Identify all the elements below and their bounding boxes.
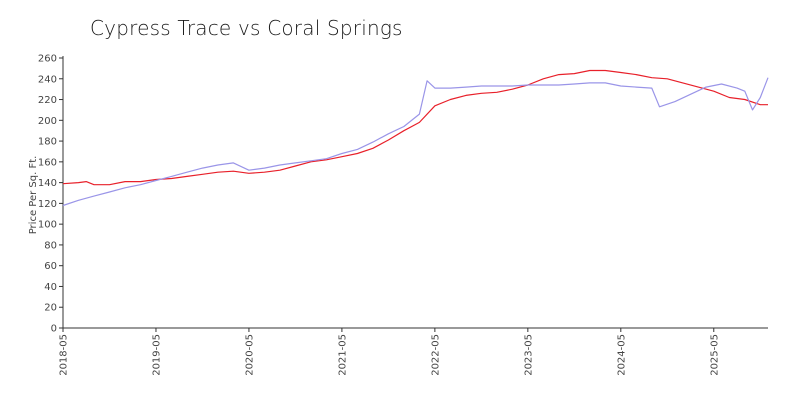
chart-title: Cypress Trace vs Coral Springs — [90, 16, 403, 40]
x-tick-label: 2019-05 — [151, 334, 162, 376]
y-tick-label: 180 — [38, 137, 57, 148]
y-tick-label: 0 — [51, 324, 57, 335]
y-tick-label: 160 — [38, 157, 57, 168]
y-axis-label: Price Per Sq. Ft. — [28, 156, 39, 235]
y-tick-label: 100 — [38, 220, 57, 231]
series-line-1 — [62, 69, 768, 186]
x-tick-label: 2023-05 — [523, 334, 534, 376]
y-tick-label: 60 — [44, 261, 57, 272]
y-tick-label: 260 — [38, 54, 57, 65]
x-tick-label: 2018-05 — [59, 334, 70, 376]
y-axis: 0 20 40 60 80 100 120 140 160 180 200 220 240 260 — [38, 54, 64, 335]
y-tick-label: 120 — [38, 199, 57, 210]
y-tick-label: 220 — [38, 95, 57, 106]
y-tick-label: 40 — [44, 282, 57, 293]
y-tick-label: 140 — [38, 178, 57, 189]
series-layer — [62, 69, 769, 207]
y-tick-label: 200 — [38, 116, 57, 127]
x-tick-label: 2024-05 — [616, 334, 627, 376]
x-tick-label: 2021-05 — [337, 334, 348, 376]
x-axis: 2018-05 2019-05 2020-05 2021-05 2022-05 2023-… — [59, 327, 768, 376]
y-tick-label: 20 — [44, 303, 57, 314]
series-line-2 — [62, 77, 769, 207]
y-tick-label: 80 — [44, 240, 57, 251]
x-tick-label: 2020-05 — [244, 334, 255, 376]
y-tick-label: 240 — [38, 74, 57, 85]
x-tick-label: 2025-05 — [709, 334, 720, 376]
x-tick-label: 2022-05 — [430, 334, 441, 376]
